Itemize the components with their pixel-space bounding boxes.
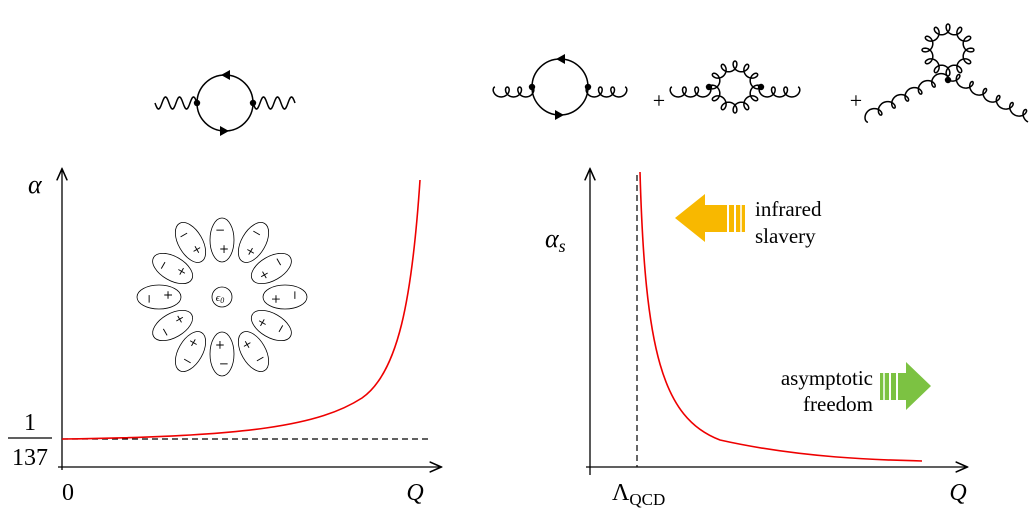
plus-charge: + bbox=[243, 243, 259, 260]
vertex bbox=[528, 83, 536, 91]
alpha-curve bbox=[61, 179, 421, 440]
plus-charge: + bbox=[173, 263, 190, 279]
fermion-loop bbox=[531, 58, 589, 116]
plus-charge: + bbox=[219, 242, 229, 256]
minus-charge: − bbox=[270, 254, 287, 270]
vertex bbox=[249, 99, 257, 107]
vertex bbox=[944, 76, 952, 84]
gluon bbox=[585, 86, 628, 98]
x-label: Q bbox=[406, 480, 423, 506]
dipole: −+ bbox=[209, 331, 235, 377]
gluon bbox=[921, 23, 975, 77]
minus-charge: − bbox=[142, 294, 156, 304]
alpha-s-label: αs bbox=[545, 224, 566, 256]
feynman-diagrams bbox=[154, 23, 1029, 136]
dipole: −+ bbox=[250, 309, 292, 342]
alpha-label: α bbox=[28, 170, 43, 199]
charge-label: ϵ0 bbox=[216, 292, 224, 305]
dipole: −+ bbox=[136, 284, 182, 310]
dipole: −+ bbox=[237, 222, 270, 263]
dipole: −+ bbox=[262, 284, 308, 310]
fraction-denominator: 137 bbox=[12, 445, 48, 471]
plus-charge: + bbox=[171, 311, 188, 327]
minus-charge: − bbox=[252, 351, 268, 368]
dipole-shape bbox=[237, 331, 270, 372]
gluon bbox=[947, 73, 1029, 123]
charge-circle bbox=[211, 286, 233, 308]
dipole-shape bbox=[174, 331, 207, 372]
x-label: Q bbox=[949, 480, 966, 506]
minus-charge: − bbox=[156, 324, 173, 340]
plus-charge: + bbox=[185, 334, 201, 351]
gluon bbox=[864, 72, 950, 123]
plus-charge: + bbox=[254, 315, 271, 331]
plus-sign: + bbox=[653, 88, 665, 113]
origin-label: 0 bbox=[62, 480, 74, 506]
asymptotic-label: asymptotic bbox=[781, 366, 873, 390]
gluon bbox=[708, 60, 762, 114]
dipole-cloud: ϵ0 −+−+−+−+−+−+−+−+−+− +− +−+ bbox=[136, 217, 308, 377]
plus-charge: + bbox=[215, 338, 225, 352]
dipole-shape bbox=[152, 252, 194, 285]
fermion-loop bbox=[196, 74, 254, 132]
minus-charge: − bbox=[215, 223, 225, 237]
plus-charge: + bbox=[239, 336, 255, 353]
arrow-head bbox=[555, 110, 564, 120]
dipole-shape bbox=[262, 284, 308, 310]
dipole: −+ bbox=[237, 331, 270, 372]
vertex bbox=[757, 83, 765, 91]
plus-charge: + bbox=[256, 267, 273, 283]
dipole-shape bbox=[237, 222, 270, 263]
gluon bbox=[758, 86, 801, 98]
arrow-head bbox=[220, 126, 229, 136]
minus-charge: − bbox=[219, 357, 229, 371]
infrared-label: infrared bbox=[755, 197, 822, 221]
dipole-shape bbox=[209, 217, 235, 263]
photon bbox=[252, 96, 296, 110]
dipole-shape bbox=[209, 331, 235, 377]
minus-charge: − bbox=[288, 290, 302, 300]
plus-charge: + bbox=[161, 290, 175, 300]
dipole-shape bbox=[136, 284, 182, 310]
infrared-arrow bbox=[675, 194, 745, 242]
plus-sign: + bbox=[850, 88, 862, 113]
dipole: −+ bbox=[152, 252, 194, 285]
vertex bbox=[705, 83, 713, 91]
arrow-head bbox=[221, 70, 230, 80]
vertex bbox=[193, 99, 201, 107]
dipole: −+ bbox=[174, 222, 207, 263]
lambda-label: ΛQCD bbox=[612, 480, 665, 509]
dipole: −+ bbox=[209, 217, 235, 263]
minus-charge: − bbox=[176, 226, 192, 243]
dipole-shape bbox=[174, 222, 207, 263]
plus-charge: + bbox=[269, 294, 283, 304]
plus-charge: + bbox=[189, 241, 205, 258]
fraction-numerator: 1 bbox=[24, 410, 36, 436]
photon bbox=[154, 96, 198, 110]
dipole-shape bbox=[250, 309, 292, 342]
dipole-shape bbox=[152, 309, 194, 342]
vertex bbox=[584, 83, 592, 91]
gluon bbox=[492, 86, 535, 98]
dipole-shape bbox=[250, 252, 292, 285]
alpha-s-curve bbox=[639, 171, 923, 462]
arrow-head bbox=[556, 54, 565, 64]
infrared-label: slavery bbox=[755, 224, 816, 248]
gluon bbox=[669, 86, 712, 98]
freedom-arrow bbox=[880, 362, 931, 410]
asymptotic-label: freedom bbox=[803, 392, 873, 416]
dipole: −+ bbox=[174, 331, 207, 372]
